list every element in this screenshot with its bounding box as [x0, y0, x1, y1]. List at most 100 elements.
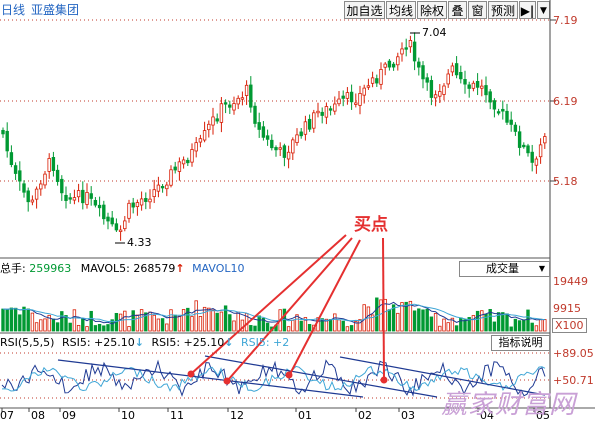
candle-body	[295, 134, 299, 143]
volume-bar	[400, 302, 404, 332]
volume-bar	[261, 317, 266, 332]
candle-body	[131, 202, 135, 208]
volume-bar	[131, 310, 135, 332]
volume-bar	[236, 311, 240, 332]
volume-bar	[522, 319, 526, 332]
volume-bar	[433, 313, 438, 332]
volume-bar	[97, 323, 102, 332]
candle-body	[362, 87, 366, 96]
split-panel-icon[interactable]: ▶|	[519, 1, 536, 19]
volume-bar	[513, 318, 518, 332]
volume-bar	[501, 312, 505, 332]
candle-body	[270, 139, 274, 149]
volume-bar	[22, 306, 26, 332]
rsi-line-secondary	[1, 365, 546, 392]
candle-body	[370, 77, 375, 84]
volume-bar	[43, 318, 47, 332]
window-button[interactable]: 窗	[468, 1, 487, 19]
candle-body	[51, 157, 56, 171]
volume-bar	[118, 313, 123, 332]
candle-body	[333, 103, 337, 112]
rsi5-value-a: RSI5: +25.10	[61, 336, 135, 349]
volume-bar	[198, 316, 203, 332]
candle-body	[475, 81, 480, 88]
candle-body	[278, 147, 282, 150]
candle-body	[299, 131, 303, 137]
buy-point-arrow	[191, 234, 347, 374]
candle-body	[64, 194, 68, 201]
volume-bar	[181, 309, 186, 332]
candle-body	[135, 202, 140, 208]
candle-body	[13, 165, 18, 174]
volume-bar	[72, 309, 77, 332]
overlay-button[interactable]: 叠	[448, 1, 467, 19]
volume-bar	[89, 310, 93, 332]
volume-bar	[55, 322, 60, 332]
candle-body	[207, 123, 211, 131]
candle-body	[320, 111, 324, 116]
volume-bar	[165, 323, 169, 332]
indicator-help-button[interactable]: 指标说明	[491, 335, 550, 351]
candle-body	[379, 69, 383, 85]
volume-bar	[30, 312, 35, 332]
candle-body	[9, 152, 14, 165]
volume-bar	[421, 309, 425, 332]
rsi-tick-label: +89.05	[553, 347, 594, 360]
ex-rights-button[interactable]: 除权	[417, 1, 447, 19]
candle-body	[118, 229, 123, 232]
volume-bar	[207, 307, 211, 332]
volume-bar	[152, 314, 156, 332]
candle-body	[123, 220, 127, 230]
candle-body	[316, 110, 320, 114]
candle-body	[89, 193, 93, 199]
candle-body	[454, 63, 459, 76]
volume-bar	[446, 322, 450, 332]
x-axis-label: 12	[230, 409, 244, 422]
candle-body	[446, 73, 450, 85]
rsi-params: RSI(5,5,5)	[0, 336, 55, 349]
candle-body	[450, 65, 455, 73]
volume-bar	[202, 306, 207, 332]
moving-average-button[interactable]: 均线	[386, 1, 416, 19]
x-axis-label: 03	[401, 409, 415, 422]
volume-bar	[366, 306, 371, 332]
volume-bar	[404, 301, 408, 332]
volume-bar	[215, 312, 219, 332]
candle-body	[505, 110, 509, 123]
volume-bar	[412, 310, 417, 332]
volume-bar	[223, 305, 228, 332]
candle-body	[488, 91, 492, 103]
volume-bar	[102, 325, 106, 332]
candle-body	[349, 91, 354, 103]
volume-bar	[135, 314, 140, 332]
candle-body	[307, 118, 312, 130]
extreme-markers	[115, 32, 420, 244]
mavol5-label: MAVOL5:	[80, 262, 134, 275]
candle-body	[366, 85, 371, 88]
volume-tick-label: 9915	[553, 302, 581, 315]
volume-bar	[265, 322, 270, 332]
candle-body	[400, 48, 404, 55]
candle-body	[471, 82, 476, 89]
volume-bar	[438, 325, 442, 332]
volume-bar	[169, 309, 173, 332]
volume-bar	[156, 318, 161, 332]
volume-bar	[358, 319, 362, 332]
forecast-button[interactable]: 预测	[488, 1, 518, 19]
volume-bar	[391, 304, 396, 332]
volume-bar	[18, 314, 22, 332]
volume-bar	[9, 307, 14, 332]
add-watchlist-button[interactable]: 加自选	[344, 1, 385, 19]
candle-body	[438, 91, 442, 97]
candle-body	[249, 84, 253, 108]
candle-body	[467, 84, 471, 89]
volume-ma10-line	[2, 303, 545, 323]
candle-body	[81, 189, 85, 204]
total-volume-label: 总手:	[0, 262, 30, 275]
candle-body	[261, 126, 266, 138]
volume-bar	[211, 309, 215, 332]
candle-body	[354, 102, 358, 105]
volume-bar	[186, 307, 190, 332]
candle-body	[543, 136, 547, 144]
indicator-select[interactable]: 成交量 ▼	[459, 261, 550, 277]
